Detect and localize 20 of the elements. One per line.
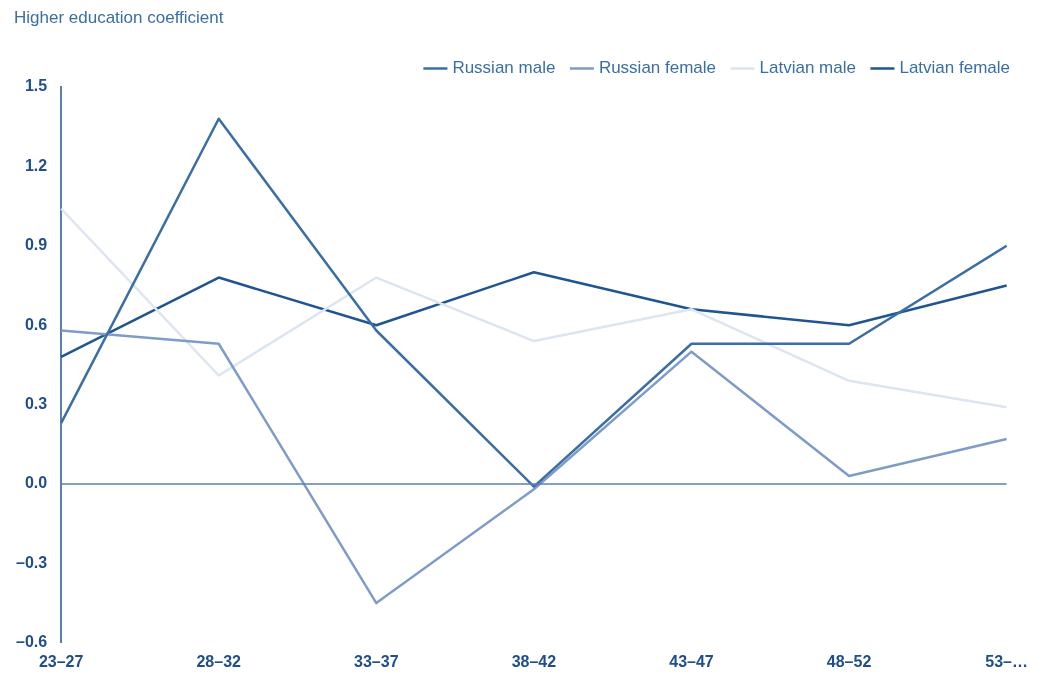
y-axis-title: Higher education coefficient <box>14 8 225 28</box>
x-tick-label: 53–… <box>985 652 1028 670</box>
y-tick-label: 0.6 <box>24 315 48 333</box>
legend-label: Latvian male <box>759 58 856 78</box>
legend-label: Latvian female <box>899 58 1011 78</box>
legend-label: Russian male <box>452 58 556 78</box>
x-tick-label: 33–37 <box>354 652 399 670</box>
x-tick-label: 38–42 <box>511 652 557 670</box>
y-tick-label: 1.5 <box>24 77 48 95</box>
y-tick-label: –0.6 <box>16 633 48 651</box>
x-tick-label: 48–52 <box>826 652 872 670</box>
x-tick-label: 43–47 <box>669 652 714 670</box>
y-tick-label: –0.3 <box>16 553 48 571</box>
y-tick-label: 0.0 <box>24 474 48 492</box>
x-tick-label: 28–32 <box>196 652 242 670</box>
y-tick-label: 0.9 <box>24 236 48 254</box>
legend-label: Russian female <box>598 58 717 78</box>
y-tick-label: 1.2 <box>24 156 48 174</box>
y-tick-label: 0.3 <box>24 395 48 413</box>
x-tick-label: 23–27 <box>38 652 84 670</box>
